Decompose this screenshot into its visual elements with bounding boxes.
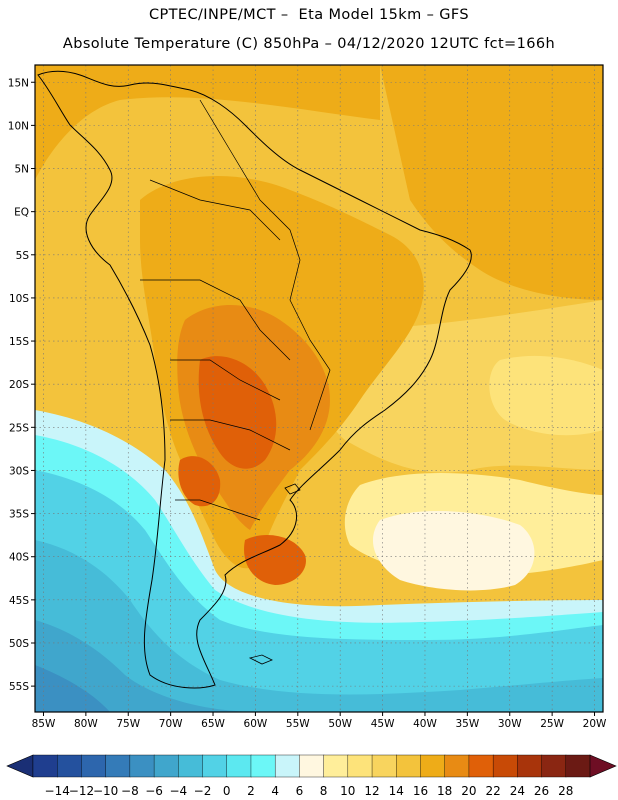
- colorbar-swatch: [32, 754, 58, 778]
- colorbar-label: −2: [194, 784, 212, 798]
- lon-tick-label: 40W: [413, 718, 437, 730]
- colorbar-label: 24: [510, 784, 525, 798]
- colorbar-under-arrow: [6, 754, 34, 778]
- field-cold-band-5: [35, 620, 260, 712]
- colorbar-swatch: [396, 754, 422, 778]
- colorbar-label: 2: [247, 784, 255, 798]
- colorbar-swatch: [178, 754, 204, 778]
- lon-tick-label: 60W: [244, 718, 268, 730]
- colorbar-swatch: [129, 754, 155, 778]
- field-north-band: [35, 65, 380, 180]
- colorbar-label: 14: [389, 784, 404, 798]
- colorbar-label: −14: [45, 784, 70, 798]
- colorbar-swatch: [517, 754, 543, 778]
- colorbar-swatch: [541, 754, 567, 778]
- colorbar-label: 22: [485, 784, 500, 798]
- lon-tick-label: 75W: [116, 718, 140, 730]
- south-america-outline: [37, 70, 472, 689]
- lat-tick-label: 20S: [9, 379, 29, 391]
- colorbar-swatch: [444, 754, 470, 778]
- lat-tick-label: 45S: [9, 595, 29, 607]
- colorbar-label: 20: [461, 784, 476, 798]
- lat-tick-label: 5N: [14, 164, 29, 176]
- graticule: [35, 65, 603, 712]
- field-cold-band-4: [35, 540, 603, 712]
- lat-tick-label: 10S: [9, 293, 29, 305]
- colorbar-label: −4: [169, 784, 187, 798]
- colorbar-swatch: [57, 754, 83, 778]
- lon-tick-label: 25W: [540, 718, 564, 730]
- colorbar-swatch: [565, 754, 591, 778]
- lat-tick-label: 15S: [9, 336, 29, 348]
- colorbar-swatch: [153, 754, 179, 778]
- lon-tick-label: 20W: [583, 718, 607, 730]
- colorbar-label: −8: [121, 784, 139, 798]
- colorbar-label: 18: [437, 784, 452, 798]
- lon-tick-label: 45W: [371, 718, 395, 730]
- colorbar-swatch: [105, 754, 131, 778]
- title-line-1: CPTEC/INPE/MCT – Eta Model 15km – GFS: [148, 7, 470, 23]
- lagoon: [284, 483, 301, 495]
- colorbar-label: −6: [145, 784, 163, 798]
- lat-tick-label: 5S: [16, 250, 30, 262]
- lon-tick-label: 80W: [74, 718, 98, 730]
- lat-tick-label: 10N: [8, 120, 29, 132]
- colorbar-label: 0: [223, 784, 231, 798]
- colorbar-over-arrow: [589, 754, 617, 778]
- field-light-patch-1: [489, 355, 603, 436]
- colorbar: −14−12−10 −8 −6 −4 −2 0 2 4 6 8 10 12 14 16 18 20 22 24 26…: [6, 754, 617, 798]
- field-tropical-atlantic: [380, 65, 603, 300]
- colorbar-label: 16: [413, 784, 428, 798]
- borders: [140, 99, 331, 521]
- colorbar-swatch: [226, 754, 252, 778]
- lat-tick-label: 30S: [9, 465, 29, 477]
- colorbar-swatch: [420, 754, 446, 778]
- colorbar-label: −12: [69, 784, 94, 798]
- lat-tick-label: 25S: [9, 422, 29, 434]
- lon-tick-label: 70W: [159, 718, 183, 730]
- colorbar-label: 12: [364, 784, 379, 798]
- lon-tick-label: 30W: [498, 718, 522, 730]
- colorbar-label: 28: [558, 784, 573, 798]
- title-line-2: Absolute Temperature (C) 850hPa – 04/12/…: [62, 36, 556, 52]
- lat-tick-label: 55S: [9, 681, 29, 693]
- colorbar-swatch: [323, 754, 349, 778]
- plot-frame: [34, 64, 604, 713]
- colorbar-label: 26: [534, 784, 549, 798]
- colorbar-label: −10: [93, 784, 118, 798]
- lon-tick-label: 50W: [328, 718, 352, 730]
- field-hot-patch-2: [178, 456, 221, 507]
- colorbar-swatch: [81, 754, 107, 778]
- colorbar-swatch: [371, 754, 397, 778]
- field-cold-band-3: [35, 470, 603, 712]
- colorbar-label: 6: [296, 784, 304, 798]
- lon-tick-label: 65W: [201, 718, 225, 730]
- latitude-axis: 15N 10N 5N EQ 5S 10S 15S 20S 25S 30S 35S 40S 45S 50S 5…: [8, 77, 35, 693]
- colorbar-label: 10: [340, 784, 355, 798]
- colorbar-label: 4: [271, 784, 279, 798]
- field-cold-band-6: [35, 665, 110, 712]
- longitude-axis: 85W 80W 75W 70W 65W 60W 55W 50W 45W 40W 35W 30W 25W 2…: [32, 712, 607, 730]
- colorbar-swatch: [299, 754, 325, 778]
- colorbar-label: 8: [320, 784, 328, 798]
- lat-tick-label: EQ: [14, 207, 29, 219]
- field-cream-patch: [372, 510, 535, 591]
- lon-tick-label: 55W: [286, 718, 310, 730]
- colorbar-swatch: [347, 754, 373, 778]
- colorbar-swatch: [468, 754, 494, 778]
- lat-tick-label: 50S: [9, 638, 29, 650]
- colorbar-swatch: [202, 754, 228, 778]
- lat-tick-label: 40S: [9, 552, 29, 564]
- colorbar-swatch: [274, 754, 300, 778]
- field-hot-patch-3: [244, 535, 306, 585]
- lon-tick-label: 85W: [32, 718, 56, 730]
- falkland-islands: [248, 654, 273, 665]
- colorbar-swatch: [250, 754, 276, 778]
- lat-tick-label: 15N: [8, 77, 29, 89]
- coastlines: [37, 70, 472, 689]
- lat-tick-label: 35S: [9, 509, 29, 521]
- colorbar-swatch: [492, 754, 518, 778]
- lon-tick-label: 35W: [455, 718, 479, 730]
